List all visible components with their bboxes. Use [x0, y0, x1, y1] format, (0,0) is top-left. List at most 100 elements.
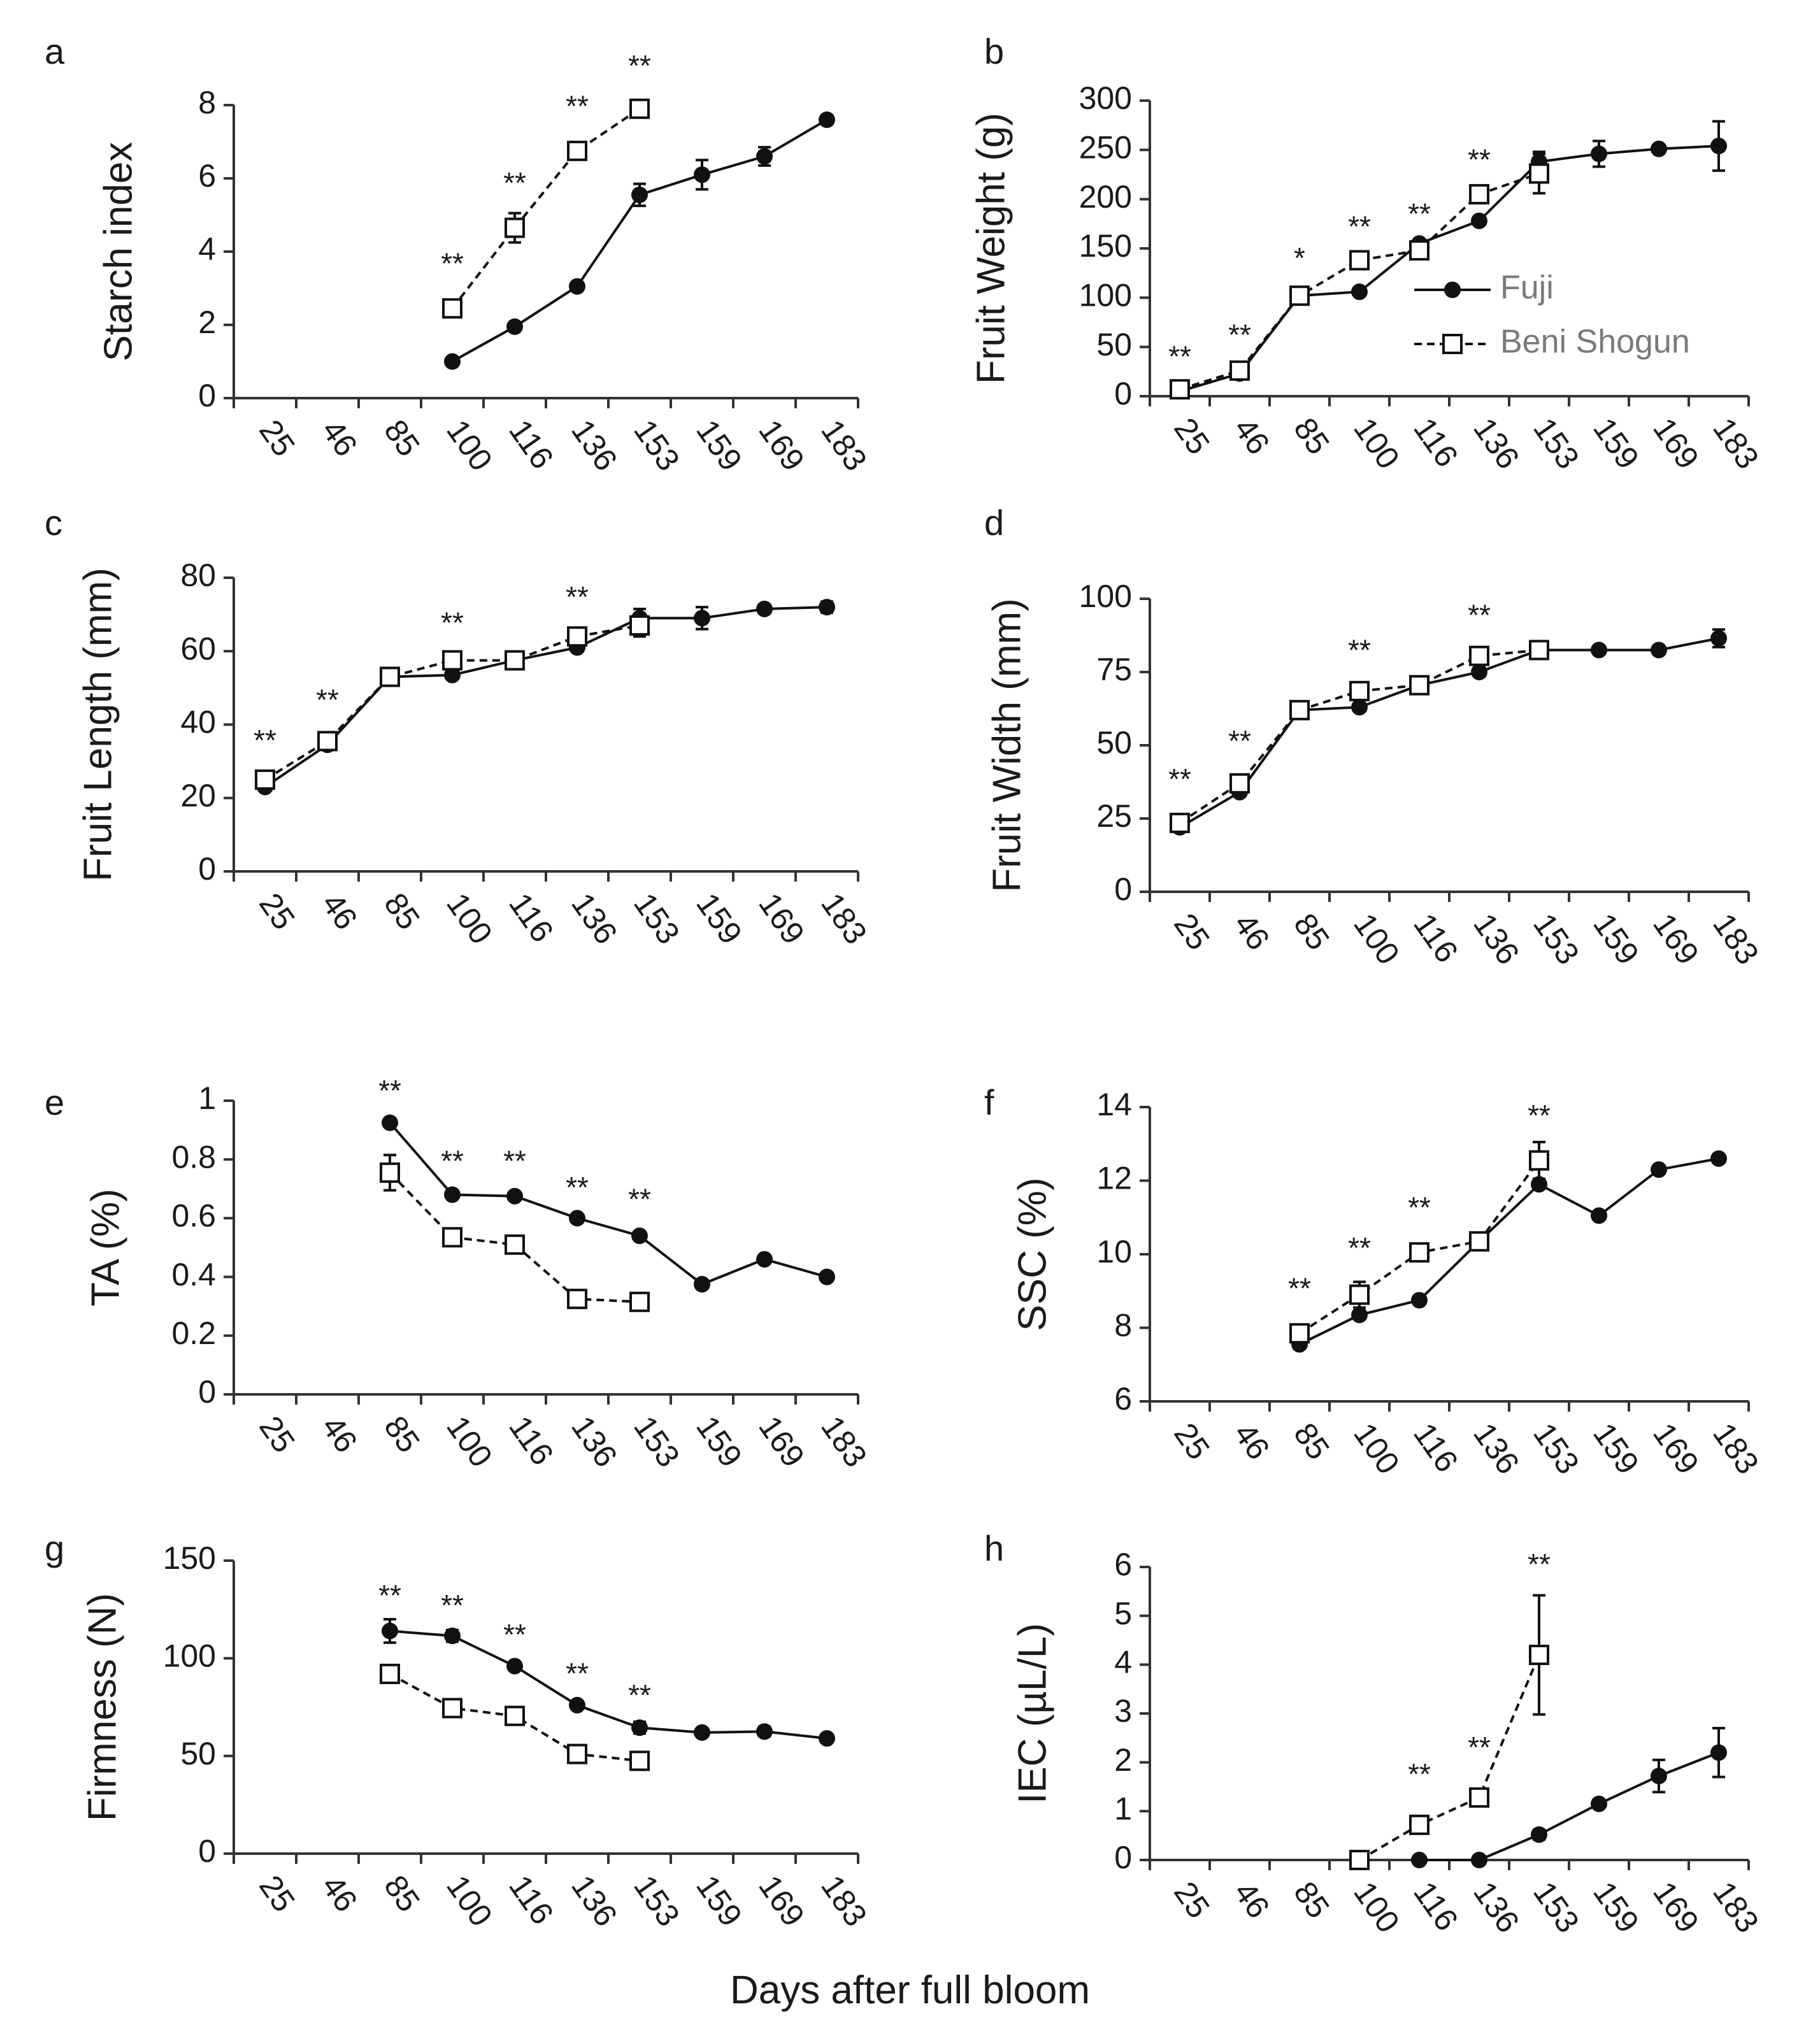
y-axis-label: IEC (µL/L) [1010, 1623, 1054, 1804]
significance-mark: ** [1348, 634, 1371, 667]
y-tick-label: 0 [198, 378, 216, 413]
y-axis-label: Fruit Weight (g) [969, 113, 1013, 384]
y-tick-label: 0 [198, 1374, 216, 1410]
data-point-beni-shogun [1469, 183, 1489, 204]
significance-mark: ** [1528, 1548, 1551, 1581]
x-tick-label: 136 [564, 887, 624, 950]
y-tick-label: 6 [1114, 1381, 1132, 1417]
panel-letter: d [984, 503, 1004, 543]
data-point-fuji [506, 1187, 523, 1205]
x-tick-label: 169 [1646, 907, 1706, 971]
data-point-fuji [756, 600, 773, 617]
x-tick-label: 46 [315, 1410, 364, 1459]
y-tick-label: 0.8 [171, 1139, 216, 1175]
x-tick-label: 116 [1407, 411, 1465, 473]
data-point-beni-shogun [255, 769, 275, 790]
x-tick-label: 136 [1466, 411, 1526, 475]
x-tick-label: 136 [564, 413, 624, 477]
y-tick-label: 0 [1114, 871, 1132, 907]
x-tick-label: 25 [252, 413, 302, 463]
x-tick-label: 25 [252, 887, 302, 936]
y-tick-label: 20 [180, 778, 216, 813]
series-line-fuji [389, 1122, 828, 1286]
significance-mark: ** [316, 683, 339, 716]
data-point-fuji [1471, 664, 1487, 680]
data-point-beni-shogun [567, 1289, 587, 1310]
data-point-beni-shogun [1170, 379, 1190, 400]
y-tick-label: 0.2 [171, 1315, 216, 1351]
data-point-beni-shogun [442, 1227, 462, 1248]
y-tick-label: 100 [163, 1638, 216, 1674]
significance-mark: ** [441, 606, 464, 639]
data-point-fuji [1471, 1852, 1487, 1868]
data-point-fuji [1710, 138, 1727, 155]
data-point-fuji [382, 1622, 398, 1640]
significance-mark: ** [1468, 1731, 1491, 1764]
x-tick-label: 136 [564, 1869, 624, 1933]
x-tick-label: 116 [1407, 1875, 1465, 1937]
x-tick-label: 183 [1706, 1417, 1766, 1480]
significance-mark: ** [566, 1657, 589, 1690]
data-point-beni-shogun [442, 298, 462, 319]
x-tick-label: 136 [564, 1410, 624, 1473]
x-tick-label: 85 [1287, 411, 1336, 461]
significance-mark: ** [441, 1589, 464, 1622]
x-tick-label: 169 [1646, 1417, 1706, 1480]
significance-mark: ** [503, 1618, 526, 1651]
x-tick-label: 136 [1466, 907, 1526, 971]
x-tick-label: 169 [752, 1869, 812, 1933]
data-point-beni-shogun [1229, 773, 1250, 794]
x-tick-label: 46 [315, 413, 364, 463]
y-axis-label: TA (%) [83, 1189, 127, 1306]
x-tick-label: 153 [627, 887, 687, 950]
data-point-fuji [1471, 212, 1487, 229]
legend-marker-beni-shogun [1442, 334, 1463, 354]
x-tick-label: 159 [1586, 411, 1646, 475]
x-tick-label: 183 [814, 887, 874, 950]
y-tick-label: 1 [1114, 1791, 1132, 1827]
significance-mark: ** [1288, 1271, 1311, 1305]
x-tick-label: 25 [1167, 907, 1217, 957]
significance-mark: ** [1468, 143, 1491, 176]
data-point-fuji [1591, 1795, 1607, 1812]
significance-mark: ** [378, 1074, 401, 1107]
x-tick-label: 85 [1287, 1417, 1336, 1466]
x-tick-label: 85 [1287, 1875, 1336, 1925]
x-tick-label: 136 [1466, 1417, 1526, 1480]
x-tick-label: 153 [627, 1869, 687, 1933]
x-tick-label: 100 [440, 413, 499, 477]
series-line-beni-shogun [451, 108, 641, 310]
significance-mark: ** [1348, 1231, 1371, 1264]
y-tick-label: 80 [180, 557, 216, 593]
panel-letter: a [45, 31, 65, 71]
data-point-fuji [694, 610, 710, 627]
y-tick-label: 40 [180, 705, 216, 740]
significance-mark: ** [1348, 210, 1371, 243]
data-point-fuji [1351, 283, 1368, 301]
x-tick-label: 183 [1706, 907, 1766, 971]
x-tick-label: 25 [252, 1869, 302, 1919]
y-tick-label: 1 [198, 1080, 216, 1116]
legend-label-fuji: Fuji [1500, 269, 1554, 306]
y-axis-label: Fruit Length (mm) [76, 568, 120, 882]
x-tick-label: 183 [814, 1869, 874, 1933]
y-tick-label: 200 [1079, 179, 1132, 215]
significance-mark: ** [1408, 1757, 1431, 1791]
x-tick-label: 116 [1407, 1417, 1465, 1478]
data-point-fuji [631, 1227, 648, 1245]
significance-mark: ** [628, 1183, 651, 1216]
data-point-beni-shogun [380, 1162, 400, 1183]
x-tick-label: 85 [377, 413, 427, 463]
significance-mark: ** [1228, 318, 1251, 352]
data-point-beni-shogun [1409, 1814, 1429, 1835]
x-tick-label: 159 [689, 1869, 749, 1933]
x-tick-label: 153 [1526, 907, 1586, 971]
data-point-beni-shogun [1349, 680, 1370, 701]
data-point-fuji [444, 1628, 461, 1645]
y-tick-label: 4 [1114, 1645, 1132, 1680]
significance-mark: ** [1408, 1191, 1431, 1224]
data-point-beni-shogun [1170, 812, 1190, 833]
y-tick-label: 14 [1096, 1087, 1132, 1122]
data-point-beni-shogun [1469, 645, 1489, 666]
